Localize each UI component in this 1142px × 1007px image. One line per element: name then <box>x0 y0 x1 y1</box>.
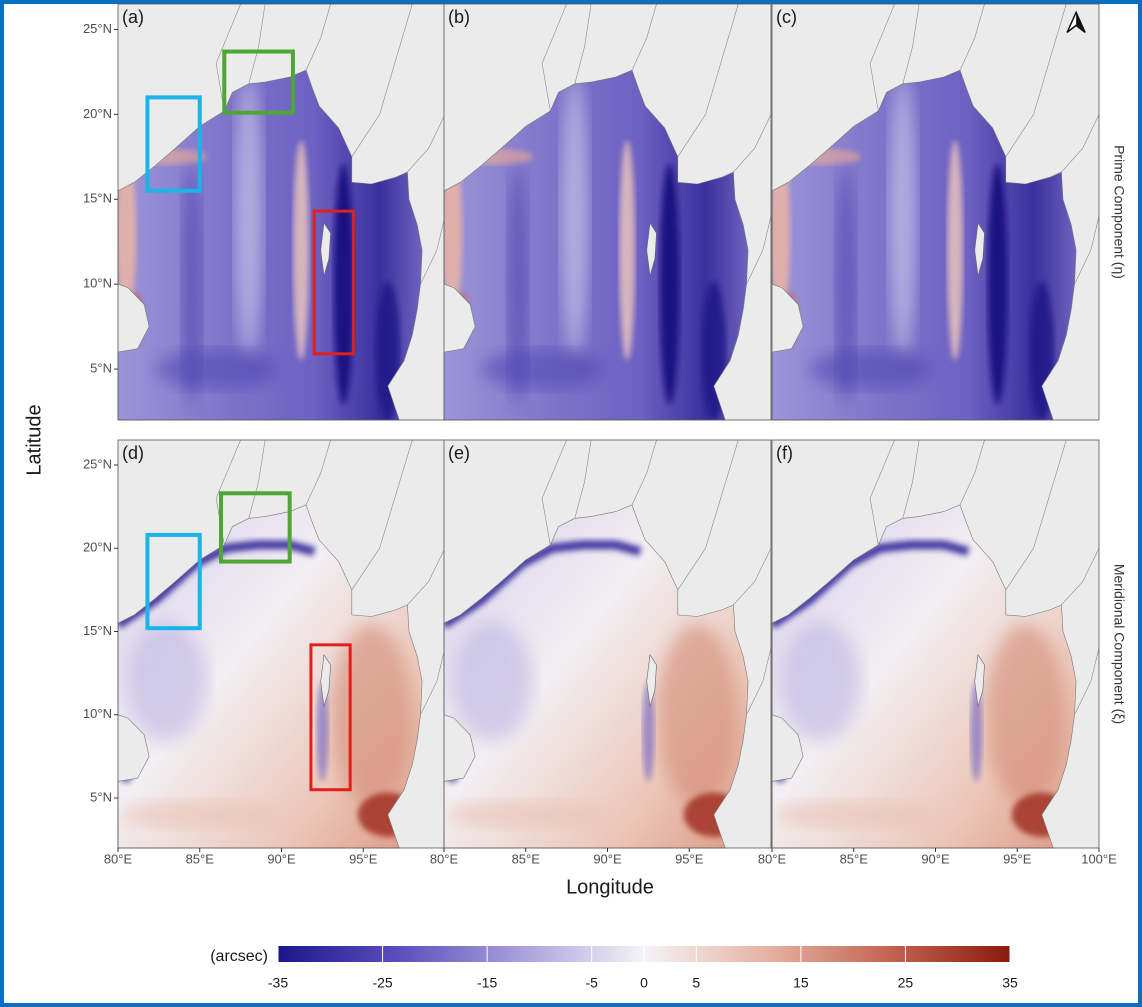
x-tick-label: 80°E <box>758 851 787 866</box>
field-pattern <box>293 140 309 360</box>
y-tick-label: 5°N <box>90 789 112 804</box>
colorbar-tick-label: -5 <box>585 975 598 991</box>
field-pattern <box>781 621 861 741</box>
map-panel <box>118 440 445 848</box>
colorbar-tick-label: 0 <box>640 975 648 991</box>
map-panel <box>770 4 1099 422</box>
y-tick-label: 10°N <box>83 706 112 721</box>
panel-label: (a) <box>122 7 144 27</box>
colorbar-label: (arcsec) <box>210 948 268 965</box>
map-panel <box>442 4 771 422</box>
colorbar-tick-label: -35 <box>268 975 288 991</box>
colorbar-tick-label: 35 <box>1002 975 1018 991</box>
row-strip-label: Prime Component (η) <box>1111 145 1127 279</box>
field-pattern <box>482 349 602 389</box>
x-tick-label: 85°E <box>840 851 869 866</box>
field-pattern <box>660 164 680 404</box>
field-pattern <box>657 625 737 805</box>
x-axis-title: Longitude <box>566 876 654 898</box>
field-pattern <box>561 76 589 356</box>
colorbar-tick-label: 15 <box>793 975 809 991</box>
field-pattern <box>453 621 533 741</box>
colorbar-tick-label: 5 <box>692 975 700 991</box>
field-pattern <box>156 349 276 389</box>
field-pattern <box>985 625 1065 805</box>
y-tick-label: 25°N <box>83 456 112 471</box>
panel-label: (b) <box>448 7 470 27</box>
field-pattern <box>120 801 280 829</box>
x-tick-label: 80°E <box>104 851 133 866</box>
x-tick-label: 85°E <box>186 851 215 866</box>
field-pattern <box>127 621 207 741</box>
y-tick-label: 10°N <box>83 276 112 291</box>
x-tick-label: 95°E <box>349 851 378 866</box>
x-tick-label: 90°E <box>593 851 622 866</box>
map-panel <box>772 440 1099 848</box>
y-tick-label: 20°N <box>83 106 112 121</box>
x-tick-label: 100°E <box>1081 851 1117 866</box>
x-tick-label: 90°E <box>921 851 950 866</box>
colorbar-tick-label: 25 <box>898 975 914 991</box>
x-tick-label: 95°E <box>675 851 704 866</box>
x-tick-label: 95°E <box>1003 851 1032 866</box>
field-pattern <box>619 140 635 360</box>
row-strip-label: Meridional Component (ξ) <box>1111 564 1127 724</box>
x-tick-label: 85°E <box>512 851 541 866</box>
field-pattern <box>235 76 263 356</box>
field-pattern <box>947 140 963 360</box>
colorbar-tick-label: -15 <box>477 975 497 991</box>
field-pattern <box>889 76 917 356</box>
y-tick-label: 15°N <box>83 623 112 638</box>
panel-label: (e) <box>448 443 470 463</box>
field-pattern <box>988 164 1008 404</box>
y-tick-label: 15°N <box>83 191 112 206</box>
map-panel <box>444 440 771 848</box>
panel-label: (f) <box>776 443 793 463</box>
x-tick-label: 80°E <box>430 851 459 866</box>
panel-label: (d) <box>122 443 144 463</box>
colorbar-tick-label: -25 <box>372 975 392 991</box>
y-tick-label: 5°N <box>90 360 112 375</box>
x-tick-label: 90°E <box>267 851 296 866</box>
field-pattern <box>810 349 930 389</box>
field-pattern <box>446 801 606 829</box>
field-pattern <box>331 625 411 805</box>
y-tick-label: 20°N <box>83 540 112 555</box>
panel-label: (c) <box>776 7 797 27</box>
y-axis-title: Latitude <box>23 404 45 475</box>
field-pattern <box>334 164 354 404</box>
figure: Latitude Longitude (arcsec) (a) 5°N 10°N 15… <box>0 0 1142 1007</box>
field-pattern <box>774 801 934 829</box>
map-panel <box>116 4 445 422</box>
y-tick-label: 25°N <box>83 21 112 36</box>
